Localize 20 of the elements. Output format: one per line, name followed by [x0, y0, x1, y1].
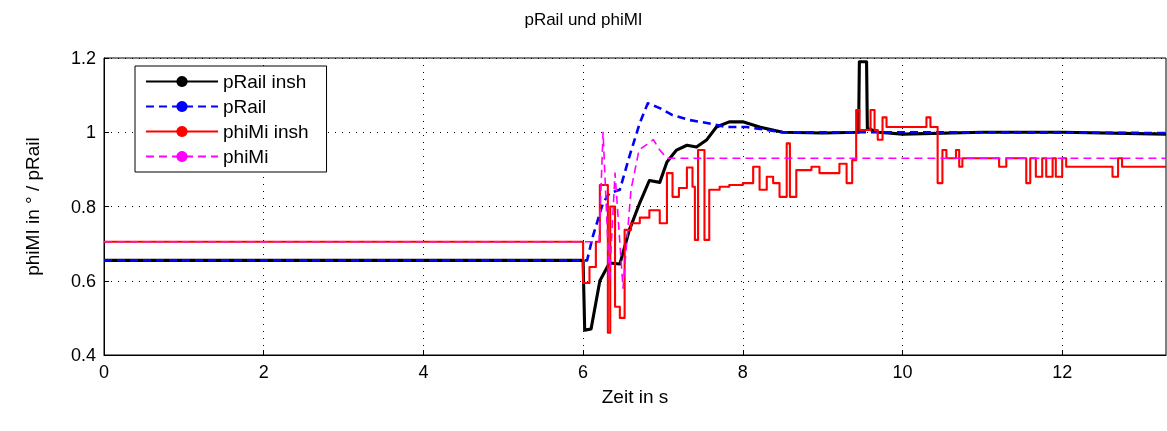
- y-tick-label: 1: [85, 122, 96, 143]
- legend-label: phiMi: [223, 146, 269, 167]
- x-tick-label: 8: [737, 362, 748, 382]
- x-tick-label: 12: [1052, 362, 1073, 382]
- x-axis-title: Zeit in s: [601, 386, 669, 407]
- y-tick-label: 0.6: [70, 270, 96, 291]
- y-tick-label: 1.2: [70, 48, 96, 68]
- x-tick-label: 6: [578, 362, 589, 382]
- y-tick-label: 0.4: [70, 345, 96, 365]
- line-series: [102, 101, 1167, 262]
- x-tick-label: 10: [892, 362, 913, 382]
- legend-label: pRail insh: [223, 71, 307, 92]
- y-axis-title: phiMI in ° / pRail: [22, 137, 43, 276]
- y-tick-label: 0.8: [70, 196, 96, 217]
- x-tick-label: 2: [258, 362, 269, 382]
- x-tick-label: 4: [418, 362, 429, 382]
- chart-title: pRail und phiMI: [524, 10, 643, 29]
- x-tick-label: 0: [98, 362, 110, 382]
- legend-label: pRail: [223, 96, 267, 117]
- legend-label: phiMi insh: [223, 121, 309, 142]
